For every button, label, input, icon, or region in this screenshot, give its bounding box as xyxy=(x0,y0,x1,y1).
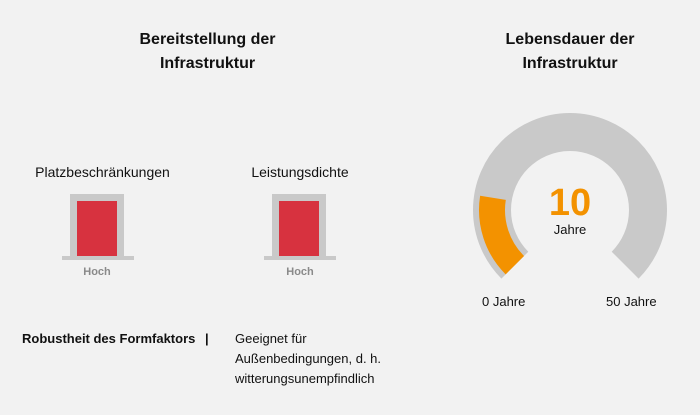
form-factor-robustness-label: Robustheit des Formfaktors | xyxy=(22,331,209,346)
robustness-value-line: Außenbedingungen, d. h. xyxy=(235,351,382,366)
title-line-2: Infrastruktur xyxy=(159,55,256,72)
infrastructure-deployment-title: Bereitstellung der Infrastruktur xyxy=(105,28,310,76)
label-separator: | xyxy=(204,331,209,346)
gauge-unit: Jahre xyxy=(553,222,587,237)
robustness-value-line: witterungsunempfindlich xyxy=(235,371,375,386)
infrastructure-lifespan-title: Lebensdauer der Infrastruktur xyxy=(470,28,670,76)
gauge-max-label: 50 Jahre xyxy=(606,294,657,309)
indicator-base xyxy=(62,256,134,260)
space-constraints-label: Platzbeschränkungen xyxy=(35,164,170,180)
indicator-fill-high xyxy=(279,201,319,258)
power-density-indicator xyxy=(264,194,336,264)
title-line-1: Lebensdauer der xyxy=(505,31,635,48)
robustness-value-line: Geeignet für xyxy=(235,331,307,346)
gauge-fill xyxy=(479,195,525,275)
space-constraints-indicator xyxy=(62,194,134,264)
form-factor-robustness-value: Geeignet für Außenbedingungen, d. h. wit… xyxy=(235,329,381,389)
gauge-min-label: 0 Jahre xyxy=(482,294,526,309)
lifespan-gauge xyxy=(473,113,667,279)
indicator-base xyxy=(264,256,336,260)
space-constraints-level: Hoch xyxy=(83,266,111,278)
title-line-2: Infrastruktur xyxy=(522,55,618,72)
gauge-value: 10 xyxy=(548,182,592,224)
power-density-level: Hoch xyxy=(286,266,314,278)
power-density-label: Leistungsdichte xyxy=(251,164,349,180)
indicator-fill-high xyxy=(77,201,117,258)
title-line-1: Bereitstellung der xyxy=(139,31,276,48)
robustness-label-text: Robustheit des Formfaktors xyxy=(22,331,196,346)
